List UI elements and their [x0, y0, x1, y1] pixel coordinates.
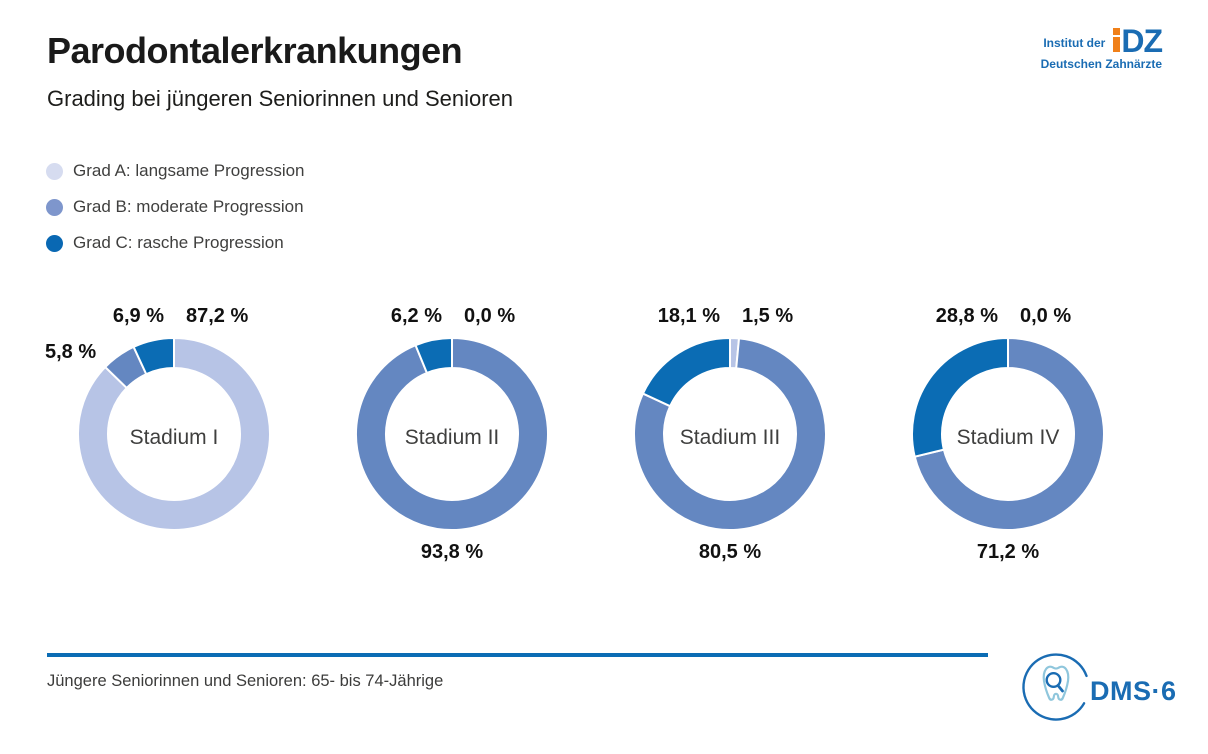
pct-label-grad-a: 0,0 %: [1020, 305, 1072, 327]
footer-note: Jüngere Seniorinnen und Senioren: 65- bi…: [47, 672, 444, 690]
legend-label-grad-c: Grad C: rasche Progression: [73, 233, 284, 252]
donut-slice: [913, 336, 1105, 531]
magnifier-lens-icon: [1045, 672, 1062, 689]
donut-slice: [132, 336, 175, 376]
donut-center-label: Stadium I: [129, 426, 219, 449]
idz-logo-mark: DZ: [1113, 22, 1163, 59]
donut-chart-stadium-4: 28,8 % 0,0 % Stadium IV 71,2 %: [869, 306, 1147, 582]
donut-charts-row: 5,8 % 6,9 % 87,2 % Stadium I 6,2 % 0,0 %…: [35, 306, 1147, 582]
donut-ring-stadium-1: [77, 336, 271, 531]
legend-swatch-grad-c: [46, 234, 63, 252]
pct-label-grad-b: 5,8 %: [45, 341, 97, 363]
pct-label-grad-b: 93,8 %: [420, 541, 484, 563]
donut-chart-stadium-1: 5,8 % 6,9 % 87,2 % Stadium I: [35, 306, 313, 582]
pct-label-grad-c: 6,2 %: [390, 305, 442, 327]
pct-label-grad-a: 1,5 %: [742, 305, 794, 327]
pct-label-grad-a: 87,2 %: [186, 305, 249, 327]
idz-logo-text-line2: Deutschen Zahnärzte: [1040, 57, 1162, 71]
legend-item-grad-b: Grad B: moderate Progression: [46, 189, 305, 225]
legend-item-grad-a: Grad A: langsame Progression: [46, 153, 305, 189]
legend-item-grad-c: Grad C: rasche Progression: [46, 225, 305, 261]
legend: Grad A: langsame Progression Grad B: mod…: [46, 153, 305, 261]
dms6-logo-icon: [1022, 653, 1088, 721]
donut-slice: [641, 336, 731, 408]
dms6-logo: DMS·6: [1018, 649, 1188, 729]
donut-chart-stadium-3: 18,1 % 1,5 % Stadium III 80,5 %: [591, 306, 869, 582]
donut-slice: [414, 336, 453, 375]
idz-dz-letters: DZ: [1121, 22, 1163, 59]
donut-slice: [911, 336, 1009, 458]
pct-label-grad-a: 0,0 %: [464, 305, 516, 327]
page-title: Parodontalerkrankungen: [47, 30, 463, 71]
pct-label-grad-c: 28,8 %: [935, 305, 998, 327]
magnifier-handle-icon: [1056, 684, 1064, 693]
pct-label-grad-b: 80,5 %: [698, 541, 762, 563]
legend-label-grad-a: Grad A: langsame Progression: [73, 161, 305, 180]
donut-slice: [77, 336, 271, 531]
footer-rule: [47, 653, 988, 657]
donut-center-label: Stadium III: [679, 426, 781, 449]
dms6-logo-text: DMS·6: [1090, 676, 1177, 706]
idz-i-glyph-icon: [1113, 28, 1121, 52]
pct-label-grad-c: 18,1 %: [657, 305, 720, 327]
idz-logo-text-line1: Institut der: [1043, 36, 1106, 50]
donut-ring-stadium-4: [911, 336, 1105, 531]
idz-logo: Institut der DZ Deutschen Zahnärzte: [1040, 22, 1163, 71]
donut-center-label: Stadium IV: [956, 426, 1060, 449]
dms6-circle-arc: [1022, 653, 1088, 721]
donut-center-label: Stadium II: [404, 426, 500, 449]
page-subtitle: Grading bei jüngeren Seniorinnen und Sen…: [47, 86, 514, 111]
donut-ring-stadium-3: [633, 336, 827, 531]
pct-label-grad-c: 6,9 %: [112, 305, 164, 327]
donut-ring-stadium-2: [355, 336, 549, 531]
legend-swatch-grad-a: [46, 162, 63, 180]
idz-logo-top-row: Institut der DZ: [1041, 22, 1163, 59]
donut-chart-stadium-2: 6,2 % 0,0 % Stadium II 93,8 %: [313, 306, 591, 582]
legend-swatch-grad-b: [46, 198, 63, 216]
donut-slice: [355, 336, 549, 531]
tooth-icon: [1042, 665, 1070, 701]
donut-slice: [633, 337, 827, 531]
legend-label-grad-b: Grad B: moderate Progression: [73, 197, 304, 216]
pct-label-grad-b: 71,2 %: [976, 541, 1040, 563]
